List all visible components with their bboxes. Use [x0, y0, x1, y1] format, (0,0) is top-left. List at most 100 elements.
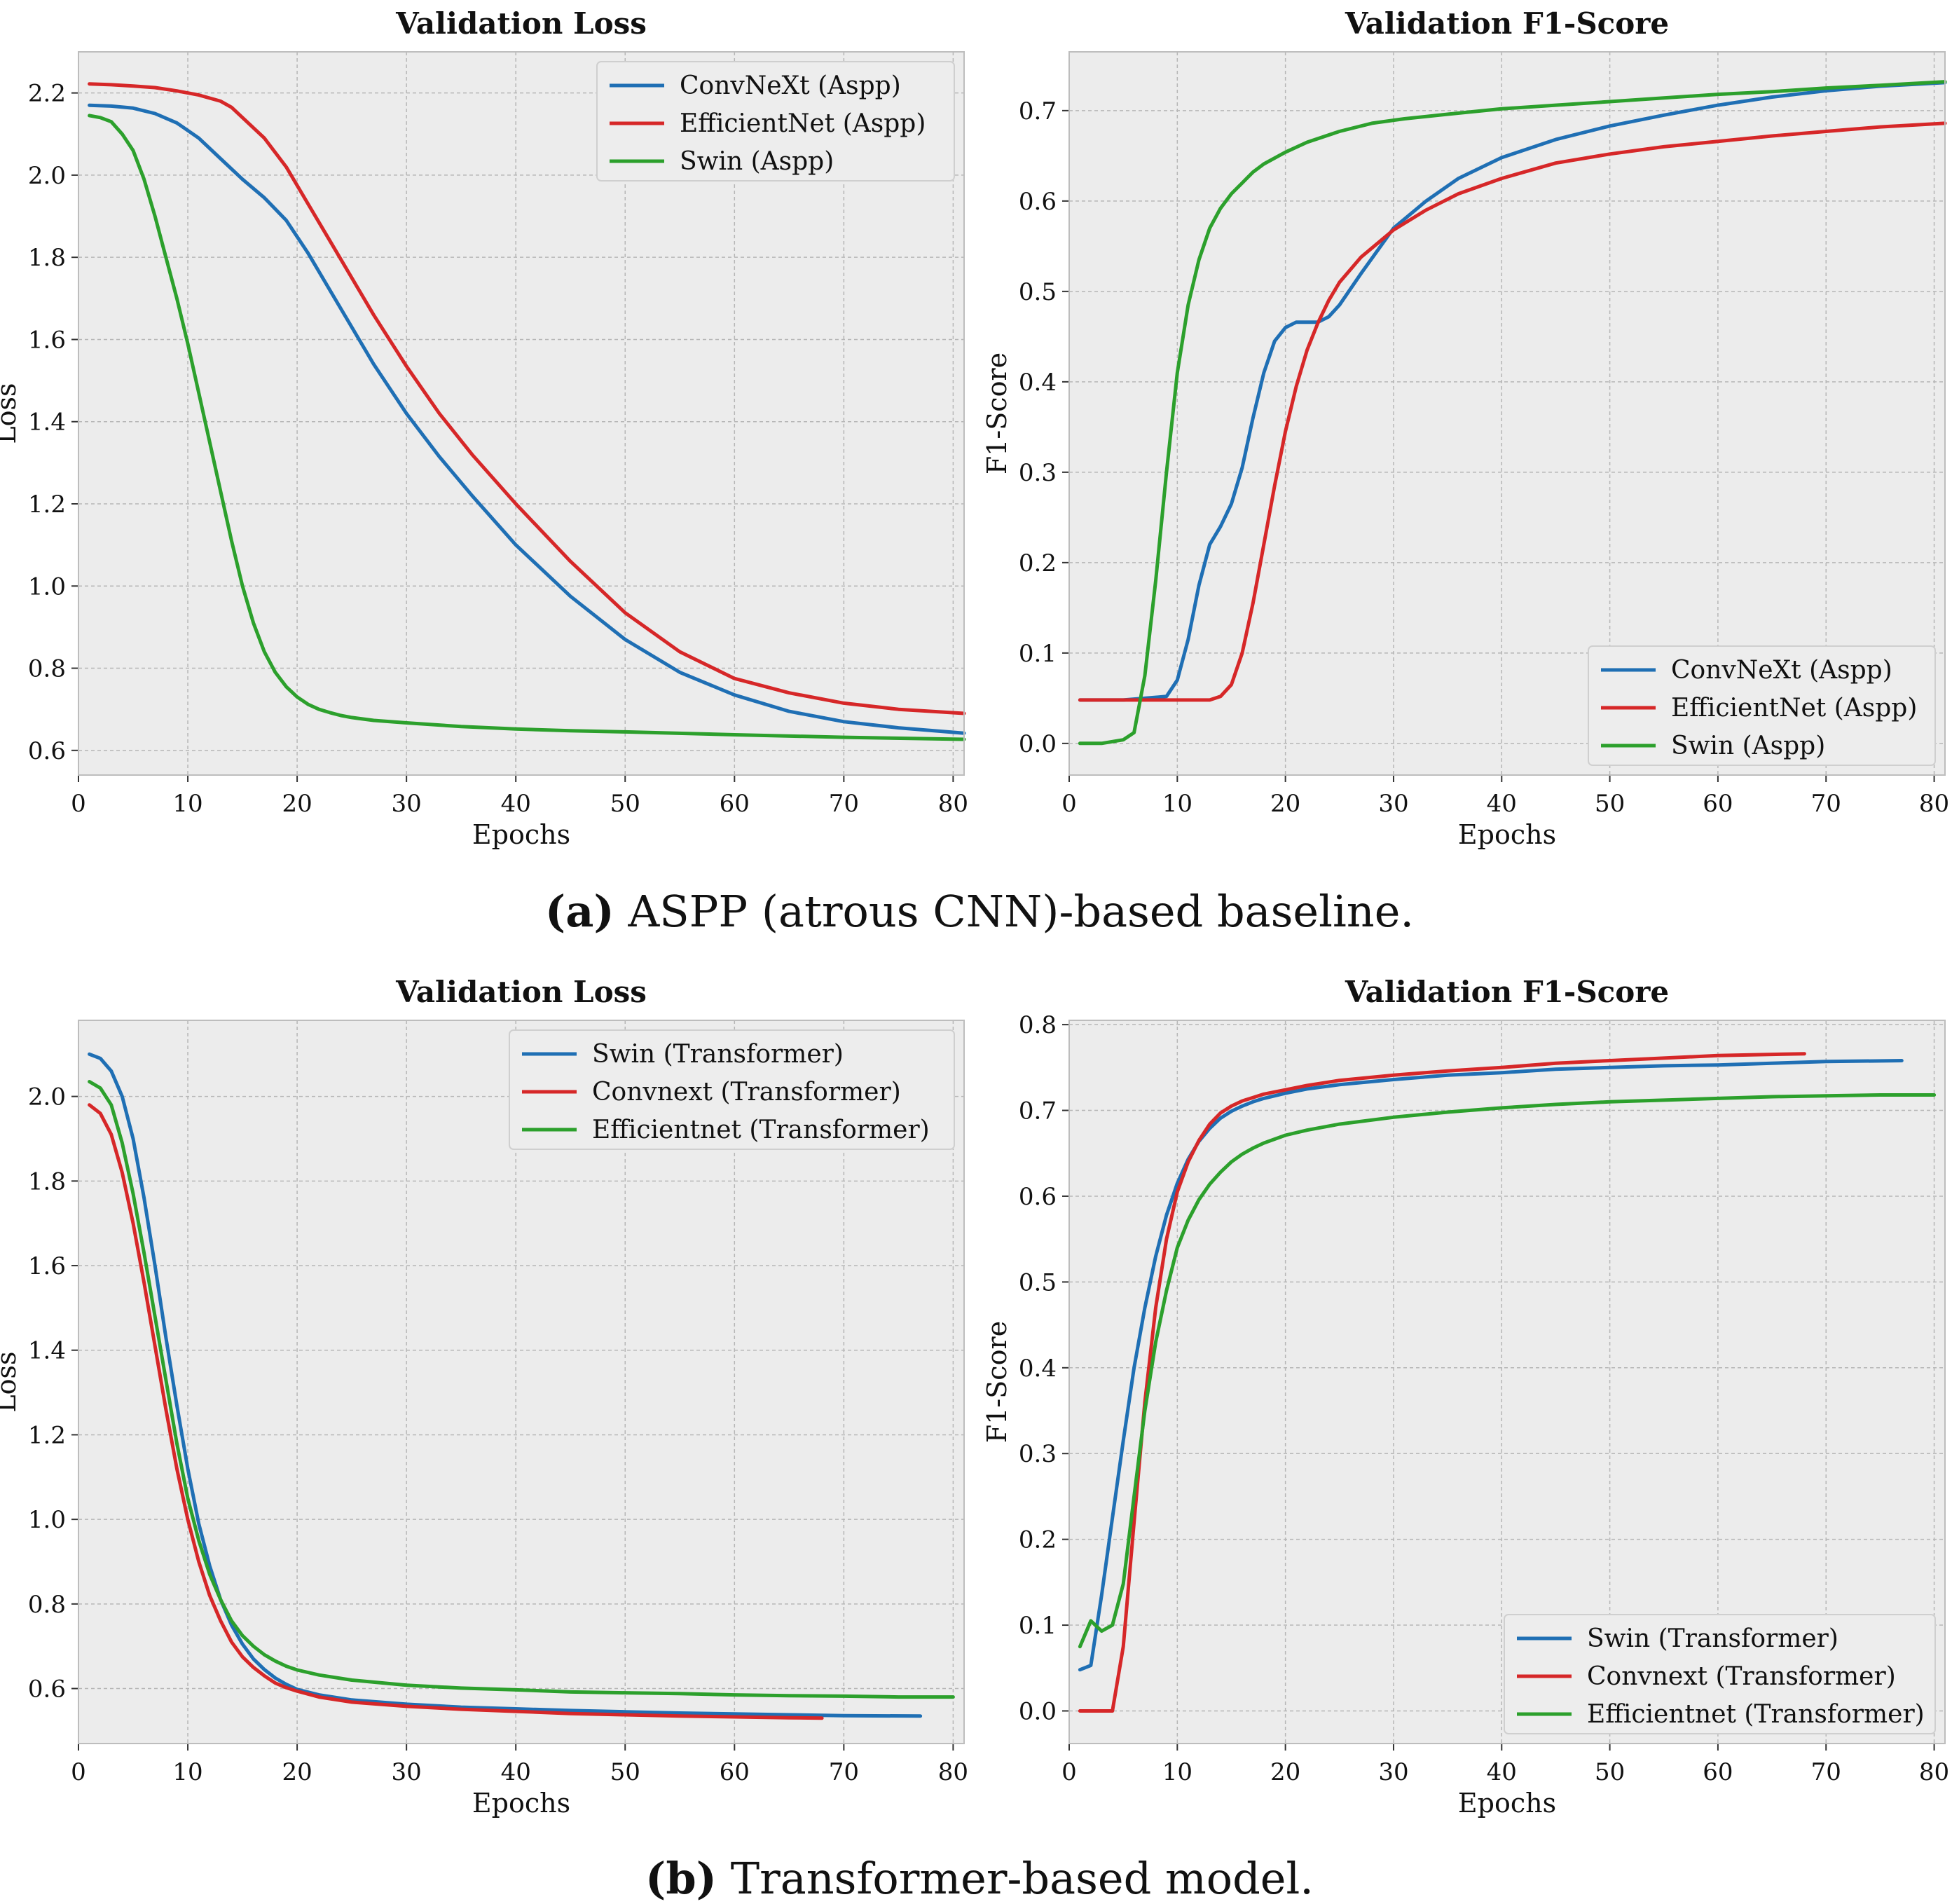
- y-axis-label: Loss: [0, 1351, 22, 1412]
- x-tick-label: 20: [282, 790, 312, 818]
- x-tick-label: 30: [1378, 790, 1408, 818]
- legend-entry: Swin (Aspp): [1671, 732, 1825, 760]
- chart-title: Validation Loss: [395, 975, 647, 1009]
- x-tick-label: 0: [1061, 1758, 1077, 1786]
- x-tick-label: 50: [610, 790, 640, 818]
- y-tick-label: 0.7: [1019, 97, 1057, 125]
- y-tick-label: 1.6: [28, 1252, 66, 1280]
- y-tick-label: 2.2: [28, 80, 66, 108]
- y-tick-label: 0.3: [1019, 459, 1057, 487]
- legend-entry: Efficientnet (Transformer): [592, 1116, 930, 1144]
- legend-entry: ConvNeXt (Aspp): [1671, 656, 1892, 685]
- series-line-convnext-aspp: [1078, 81, 1947, 702]
- x-tick-label: 40: [1487, 1758, 1517, 1786]
- y-tick-label: 0.0: [1019, 730, 1057, 758]
- plot-frame: [1068, 1020, 1946, 1744]
- series-line-swin-transformer: [1078, 1059, 1904, 1672]
- plot-frame: [78, 1020, 965, 1744]
- chart-3: 0 10 20 30 40 50 60 70 80 0.6 0.8 1.0 1.2 1.4 1.6 1.8 2.…: [0, 975, 968, 1819]
- series-line-swin-transformer: [88, 1052, 923, 1718]
- legend-box: [596, 61, 955, 182]
- y-tick-label: 0.2: [1019, 1526, 1057, 1554]
- chart-title: Validation F1-Score: [1345, 975, 1669, 1009]
- x-tick-label: 30: [1378, 1758, 1408, 1786]
- x-axis-label: Epochs: [472, 1788, 570, 1819]
- plot-frame: [1068, 51, 1946, 776]
- x-tick-label: 60: [1703, 790, 1733, 818]
- y-tick-label: 1.2: [28, 1421, 66, 1449]
- y-tick-label: 1.8: [28, 1167, 66, 1196]
- series-line-convnext-transformer: [1078, 1052, 1806, 1713]
- caption-a: (a) ASPP (atrous CNN)-based baseline.: [0, 886, 1959, 937]
- y-tick-label: 0.4: [1019, 1355, 1057, 1383]
- chart-1: 0 10 20 30 40 50 60 70 80 0.6 0.8 1.0 1.2 1.4 1.6 1.8 2.…: [0, 6, 968, 850]
- x-tick-label: 30: [392, 1758, 422, 1786]
- series-line-efficientnet-transformer: [88, 1080, 955, 1699]
- x-tick-label: 40: [501, 790, 531, 818]
- y-tick-label: 1.4: [28, 409, 66, 437]
- x-tick-label: 60: [720, 790, 750, 818]
- y-tick-label: 1.0: [28, 573, 66, 601]
- x-tick-label: 30: [392, 790, 422, 818]
- x-tick-label: 60: [720, 1758, 750, 1786]
- legend: ConvNeXt (Aspp) EfficientNet (Aspp) Swin (…: [1588, 645, 1936, 766]
- y-tick-label: 0.0: [1019, 1697, 1057, 1725]
- x-tick-label: 10: [172, 1758, 202, 1786]
- y-tick-label: 0.6: [1019, 1183, 1057, 1211]
- legend: ConvNeXt (Aspp) EfficientNet (Aspp) Swin (…: [596, 61, 955, 182]
- legend-entry: Swin (Aspp): [680, 147, 834, 176]
- legend-entry: Swin (Transformer): [592, 1040, 844, 1069]
- x-axis-label: Epochs: [472, 819, 570, 850]
- y-tick-label: 0.6: [28, 737, 66, 765]
- series-line-efficientnet-aspp: [1078, 121, 1947, 702]
- y-axis-label: F1-Score: [982, 352, 1012, 474]
- series-line-swin-aspp: [88, 114, 966, 741]
- y-tick-label: 0.6: [28, 1676, 66, 1704]
- x-tick-label: 0: [1061, 790, 1077, 818]
- y-tick-label: 1.4: [28, 1337, 66, 1365]
- x-tick-label: 50: [1595, 1758, 1625, 1786]
- legend: Swin (Transformer) Convnext (Transformer)…: [509, 1029, 955, 1150]
- legend-entry: EfficientNet (Aspp): [680, 109, 926, 138]
- caption-b: (b) Transformer-based model.: [0, 1853, 1959, 1904]
- x-tick-label: 50: [610, 1758, 640, 1786]
- caption-b-label: (b): [645, 1853, 717, 1904]
- x-tick-label: 0: [71, 1758, 86, 1786]
- x-tick-label: 80: [938, 1758, 968, 1786]
- y-tick-label: 1.8: [28, 244, 66, 272]
- y-tick-label: 2.0: [28, 162, 66, 190]
- legend-entry: Convnext (Transformer): [592, 1078, 901, 1107]
- x-tick-label: 50: [1595, 790, 1625, 818]
- legend-entry: Convnext (Transformer): [1587, 1662, 1896, 1691]
- x-tick-label: 40: [1487, 790, 1517, 818]
- x-tick-label: 80: [938, 790, 968, 818]
- y-tick-label: 0.8: [28, 655, 66, 683]
- legend: Swin (Transformer) Convnext (Transformer)…: [1504, 1614, 1936, 1734]
- y-tick-label: 0.7: [1019, 1097, 1057, 1125]
- legend-box: [1588, 645, 1936, 766]
- y-tick-label: 0.5: [1019, 1268, 1057, 1296]
- y-tick-label: 0.1: [1019, 1612, 1057, 1640]
- x-tick-label: 70: [1811, 790, 1841, 818]
- x-tick-label: 10: [1162, 1758, 1192, 1786]
- legend-box: [1504, 1614, 1936, 1734]
- x-tick-label: 40: [501, 1758, 531, 1786]
- y-tick-label: 0.8: [28, 1591, 66, 1619]
- x-tick-label: 20: [1270, 1758, 1300, 1786]
- x-tick-label: 70: [829, 790, 859, 818]
- series-line-convnext-aspp: [88, 103, 966, 735]
- chart-title: Validation F1-Score: [1345, 6, 1669, 41]
- series-line-efficientnet-transformer: [1078, 1093, 1937, 1649]
- x-axis-label: Epochs: [1458, 819, 1556, 850]
- x-tick-label: 10: [172, 790, 202, 818]
- y-tick-label: 0.4: [1019, 369, 1057, 397]
- legend-entry: Swin (Transformer): [1587, 1624, 1838, 1653]
- x-tick-label: 80: [1919, 790, 1949, 818]
- legend-entry: Efficientnet (Transformer): [1587, 1700, 1925, 1729]
- x-tick-label: 70: [1811, 1758, 1841, 1786]
- y-tick-label: 0.2: [1019, 549, 1057, 577]
- series-line-convnext-transformer: [88, 1103, 824, 1720]
- x-tick-label: 0: [71, 790, 86, 818]
- x-tick-label: 60: [1703, 1758, 1733, 1786]
